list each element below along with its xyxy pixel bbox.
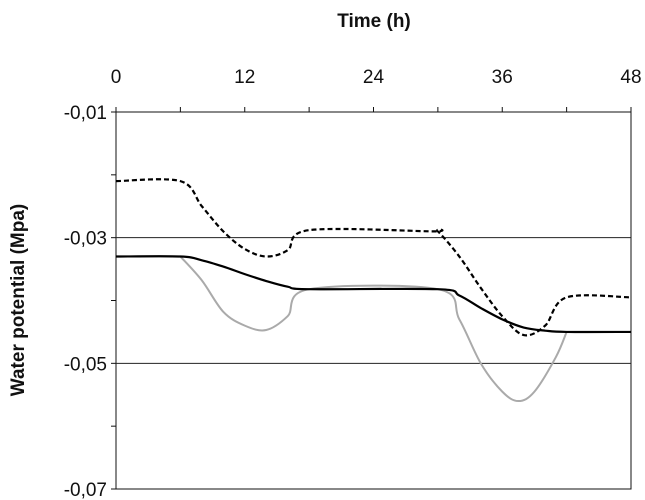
series-line-1 (115, 255, 632, 334)
y-axis-title: Water potential (Mpa) (8, 204, 29, 396)
x-tick-label-3: 36 (492, 67, 513, 88)
y-tick-label-3: -0,07 (64, 480, 107, 500)
x-tick-label-0: 0 (111, 67, 122, 88)
y-ticks: -0,01 -0,03 -0,05 -0,07 (64, 103, 116, 500)
x-tick-label-2: 24 (363, 67, 385, 88)
x-tick-label-4: 48 (620, 67, 641, 88)
x-axis-title: Time (h) (337, 11, 411, 32)
gridlines (116, 237, 631, 364)
y-tick-label-2: -0,05 (64, 354, 107, 375)
series-group (115, 178, 632, 403)
series-line-2 (179, 255, 568, 403)
x-tick-label-1: 12 (234, 67, 255, 88)
y-tick-label-0: -0,01 (64, 103, 107, 124)
x-ticks: 0 12 24 36 48 (111, 67, 642, 112)
plot-frame (115, 111, 632, 490)
y-tick-label-1: -0,03 (64, 229, 107, 250)
series-line-0 (115, 178, 632, 337)
